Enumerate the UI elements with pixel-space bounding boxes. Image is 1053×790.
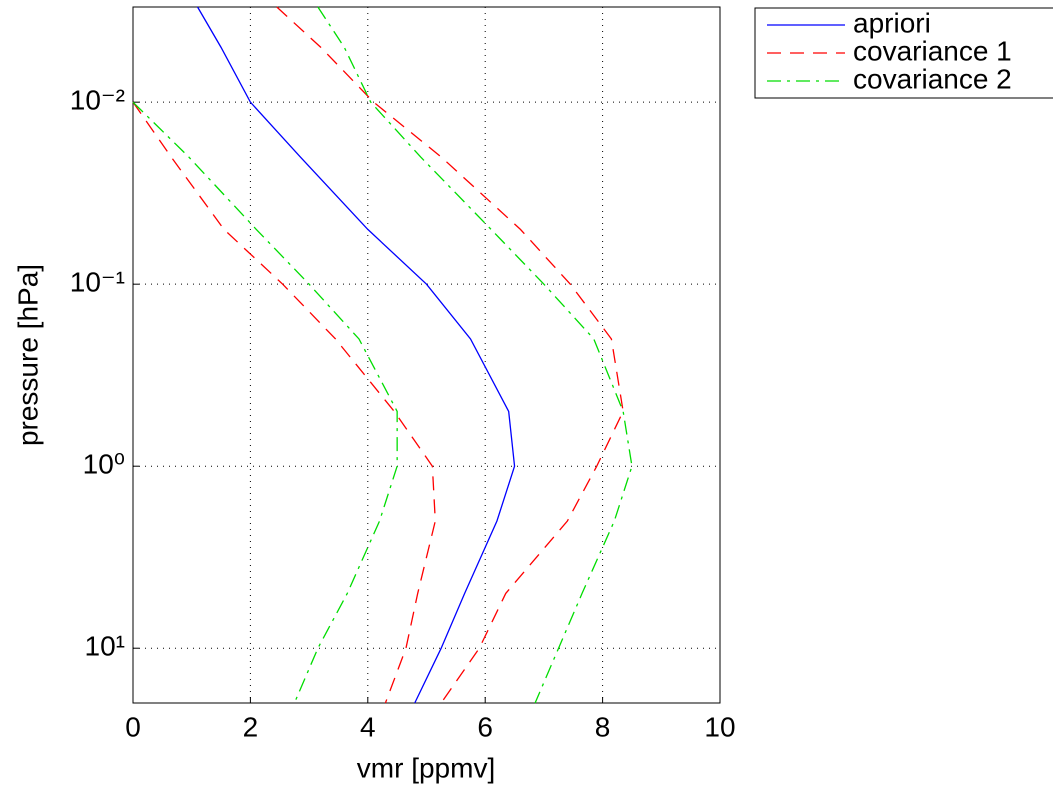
x-tick-label: 2	[243, 711, 259, 742]
x-axis-label: vmr [ppmv]	[357, 752, 495, 783]
legend-label: covariance 1	[853, 35, 1012, 66]
legend-label: apriori	[853, 7, 931, 38]
y-tick-label: 10¹	[85, 631, 125, 662]
profile-line	[276, 6, 624, 704]
profile-line	[317, 6, 633, 704]
y-tick-label: 10⁻²	[70, 85, 125, 116]
profile-line	[132, 101, 436, 704]
legend-label: covariance 2	[853, 63, 1012, 94]
plot-frame	[132, 6, 721, 704]
y-tick-label: 10⁰	[83, 449, 125, 480]
y-axis-label: pressure [hPa]	[12, 264, 43, 446]
x-tick-label: 6	[477, 711, 493, 742]
x-tick-label: 0	[125, 711, 141, 742]
x-tick-label: 4	[360, 711, 376, 742]
profile-line	[197, 6, 516, 704]
x-tick-label: 8	[595, 711, 611, 742]
legend-box	[754, 7, 1053, 99]
profile-line	[132, 101, 398, 704]
x-tick-label: 10	[704, 711, 735, 742]
y-tick-label: 10⁻¹	[70, 267, 125, 298]
